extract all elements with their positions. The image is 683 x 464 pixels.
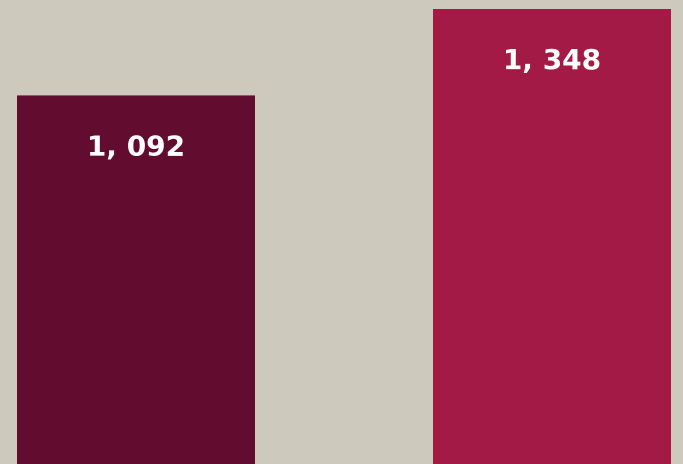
bar bbox=[17, 95, 255, 464]
value-label: 1, 092 bbox=[87, 129, 185, 162]
value-label: 1, 348 bbox=[503, 43, 601, 76]
bar bbox=[433, 9, 671, 464]
